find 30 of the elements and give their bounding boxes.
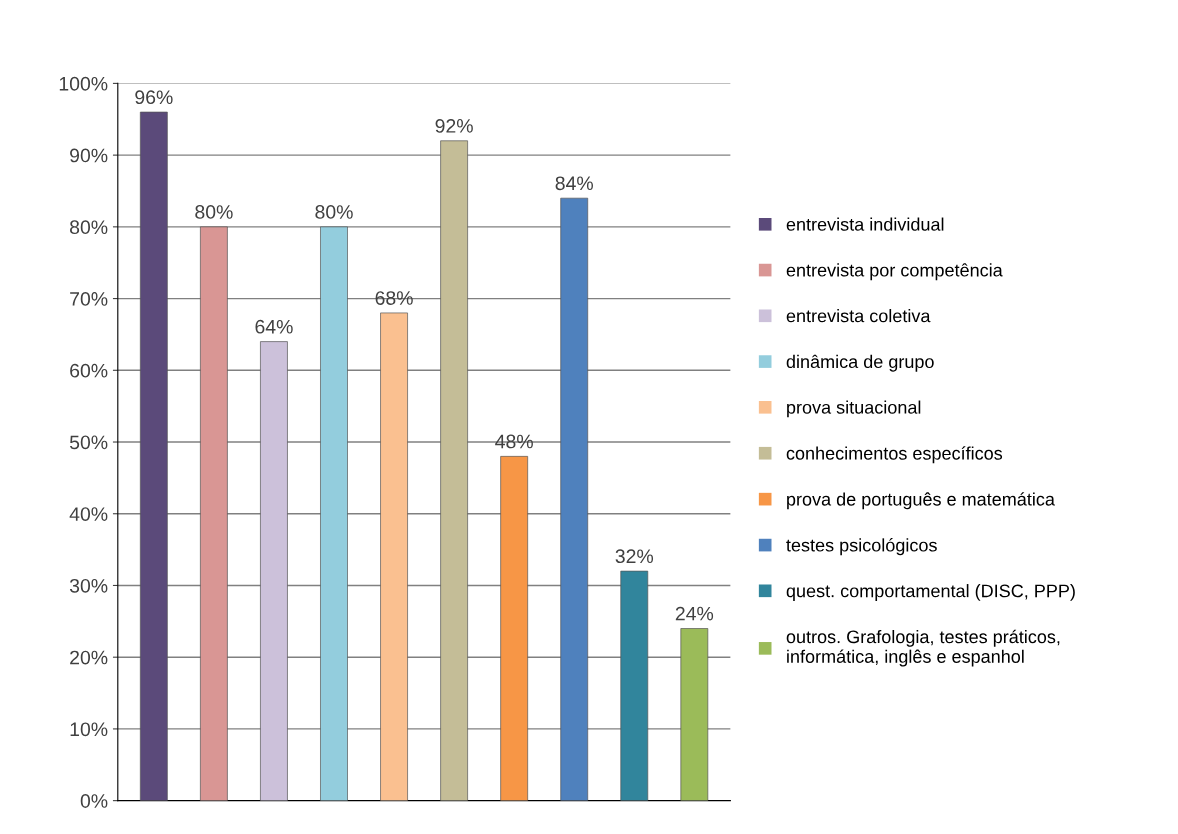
data-label: 92% (435, 119, 473, 133)
legend-label: entrevista por competência (786, 263, 1003, 281)
y-tick-label: 70% (70, 292, 108, 306)
data-label: 64% (255, 319, 293, 334)
legend-label: quest. comportamental (DISC, PPP) (786, 584, 1075, 601)
y-tick-label: 90% (70, 148, 108, 163)
data-label: 80% (315, 205, 353, 219)
legend-label: dinâmica de grupo (786, 354, 934, 372)
data-label: 48% (495, 434, 533, 449)
data-label: 24% (675, 606, 714, 621)
data-label: 96% (135, 90, 173, 105)
data-label: 32% (615, 549, 654, 564)
y-tick-label: 50% (69, 435, 108, 450)
data-label: 80% (195, 205, 233, 219)
y-tick-label: 60% (70, 363, 108, 378)
legend-label: outros. Grafologia, testes práticos, informática, inglês e espanhol (786, 629, 1060, 667)
y-tick-label: 30% (69, 578, 108, 593)
data-label: 84% (555, 176, 593, 191)
y-tick-label: 80% (70, 220, 108, 235)
legend-label: entrevista coletiva (786, 309, 931, 323)
y-tick-label: 40% (69, 507, 108, 521)
legend-label: prova situacional (787, 400, 921, 418)
y-tick-label: 20% (70, 650, 108, 665)
y-tick-label: 100% (59, 76, 108, 91)
y-tick-label: 10% (70, 722, 108, 737)
legend-label: prova de português e matemática (787, 492, 1055, 510)
y-tick-label: 0% (80, 794, 108, 808)
legend-label: conhecimentos específicos (786, 446, 1003, 464)
legend-label: entrevista individual (786, 217, 944, 231)
legend-label: testes psicológicos (786, 538, 937, 556)
